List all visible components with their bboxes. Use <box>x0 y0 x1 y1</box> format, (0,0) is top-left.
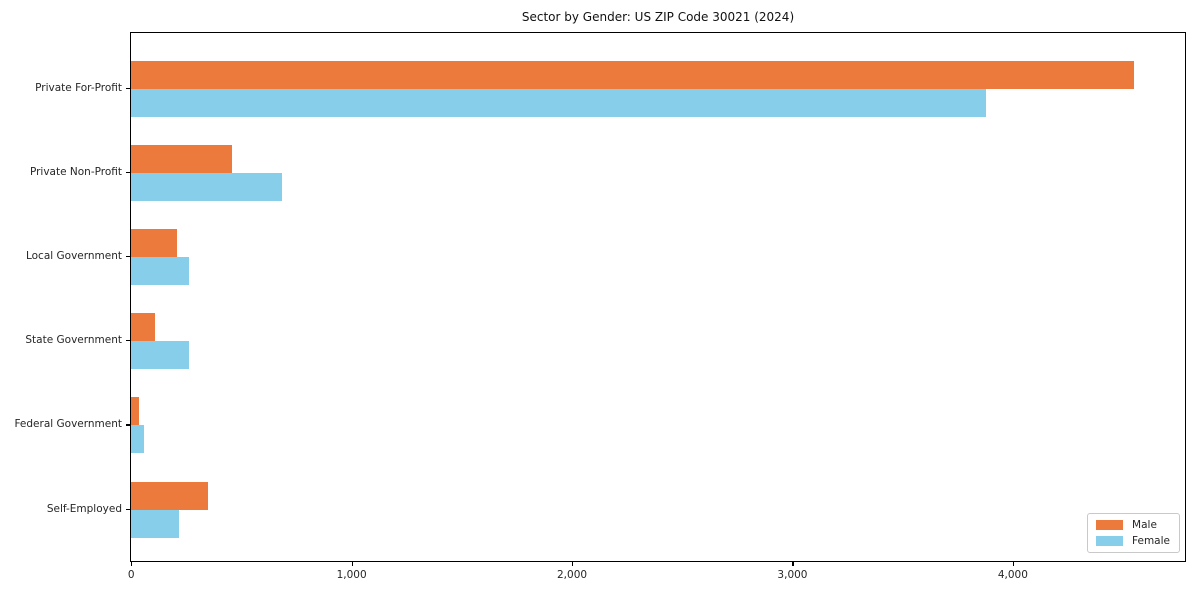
x-tick-label-3-000: 3,000 <box>777 569 808 581</box>
bar-male-self-employed <box>131 481 209 510</box>
legend-row-male: Male <box>1096 519 1170 531</box>
plot-area: Male Female <box>130 32 1186 562</box>
bar-male-state-government <box>131 313 156 342</box>
x-tick-label-0: 0 <box>127 569 135 581</box>
bar-female-federal-government <box>131 425 144 454</box>
y-tick-label-state-government: State Government <box>25 334 122 347</box>
x-tick-mark <box>131 562 133 566</box>
legend-label-male: Male <box>1132 519 1157 531</box>
y-tick-mark <box>126 256 130 258</box>
y-tick-mark <box>126 508 130 510</box>
bar-female-local-government <box>131 257 190 286</box>
bar-male-private-for-profit <box>131 61 1134 89</box>
x-tick-label-4-000: 4,000 <box>997 569 1028 581</box>
y-tick-mark <box>126 172 130 174</box>
bar-male-federal-government <box>131 397 140 426</box>
x-tick-label-2-000: 2,000 <box>557 569 588 581</box>
y-tick-label-local-government: Local Government <box>25 250 122 263</box>
x-tick-mark <box>792 562 794 566</box>
x-tick-label-1-000: 1,000 <box>336 569 367 581</box>
y-tick-mark <box>126 424 130 426</box>
chart-title: Sector by Gender: US ZIP Code 30021 (202… <box>521 10 795 24</box>
bar-female-self-employed <box>131 509 180 538</box>
y-tick-label-private-for-profit: Private For-Profit <box>35 82 122 94</box>
y-tick-label-federal-government: Federal Government <box>14 418 122 431</box>
legend-row-female: Female <box>1096 535 1170 547</box>
legend-swatch-male <box>1096 520 1124 530</box>
legend-label-female: Female <box>1132 535 1170 547</box>
bar-female-private-non-profit <box>131 173 282 202</box>
y-tick-label-private-non-profit: Private Non-Profit <box>29 166 122 179</box>
x-tick-mark <box>1012 562 1015 566</box>
x-tick-mark <box>351 562 353 566</box>
bar-male-local-government <box>131 229 178 258</box>
legend: Male Female <box>1087 513 1180 553</box>
legend-swatch-female <box>1096 536 1124 546</box>
x-tick-mark <box>572 562 574 566</box>
bar-female-state-government <box>131 341 190 370</box>
bar-female-private-for-profit <box>131 89 987 117</box>
y-tick-label-self-employed: Self-Employed <box>46 502 122 515</box>
bar-male-private-non-profit <box>131 145 233 174</box>
y-tick-mark <box>126 340 130 342</box>
y-tick-mark <box>126 88 130 90</box>
